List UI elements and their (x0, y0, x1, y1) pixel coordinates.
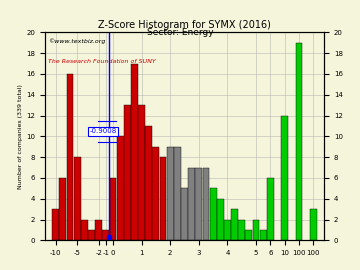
Bar (260, 230, 267, 240)
Bar (102, 230, 109, 240)
Bar (167, 147, 174, 240)
Bar (52, 209, 59, 240)
Bar (88, 230, 95, 240)
Title: Z-Score Histogram for SYMX (2016): Z-Score Histogram for SYMX (2016) (98, 20, 271, 30)
Bar (59, 178, 66, 240)
Bar (67, 74, 73, 240)
Bar (131, 63, 138, 240)
Bar (145, 126, 152, 240)
Bar (138, 105, 145, 240)
Bar (74, 157, 81, 240)
Bar (195, 167, 202, 240)
Bar (153, 147, 159, 240)
Text: Sector: Energy: Sector: Energy (147, 28, 213, 37)
Bar (124, 105, 131, 240)
Bar (181, 188, 188, 240)
Bar (159, 157, 166, 240)
Bar (188, 167, 195, 240)
Bar (281, 116, 288, 240)
Bar (231, 209, 238, 240)
Y-axis label: Number of companies (339 total): Number of companies (339 total) (18, 84, 23, 189)
Bar (174, 147, 181, 240)
Text: -0.9008: -0.9008 (90, 128, 117, 134)
Bar (246, 230, 252, 240)
Bar (238, 220, 245, 240)
Bar (310, 209, 317, 240)
Bar (117, 136, 123, 240)
Bar (203, 167, 210, 240)
Bar (81, 220, 88, 240)
Text: ©www.textbiz.org: ©www.textbiz.org (48, 39, 105, 44)
Bar (224, 220, 231, 240)
Bar (267, 178, 274, 240)
Bar (296, 43, 302, 240)
Bar (210, 188, 216, 240)
Bar (217, 199, 224, 240)
Bar (95, 220, 102, 240)
Bar (253, 220, 260, 240)
Bar (109, 178, 116, 240)
Text: The Research Foundation of SUNY: The Research Foundation of SUNY (48, 59, 156, 65)
